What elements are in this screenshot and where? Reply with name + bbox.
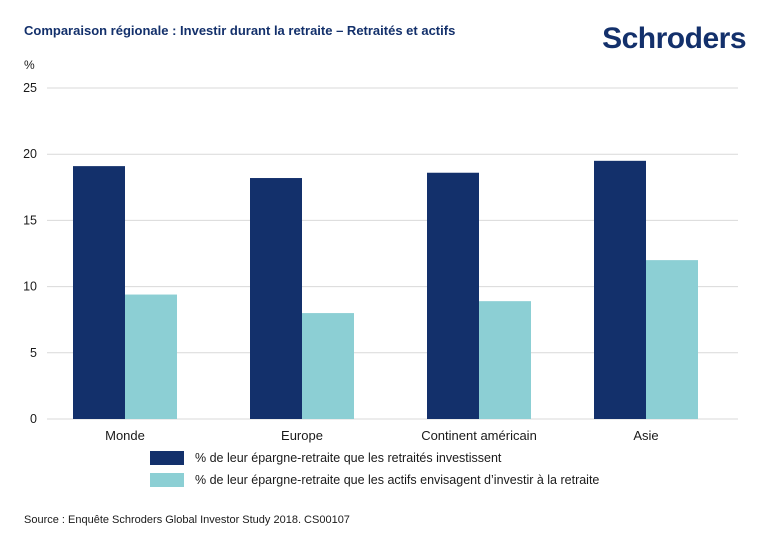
source-note: Source : Enquête Schroders Global Invest… bbox=[24, 514, 350, 526]
chart-title: Comparaison régionale : Investir durant … bbox=[24, 23, 456, 38]
bars bbox=[73, 160, 698, 419]
x-category-label: Asie bbox=[633, 428, 658, 443]
y-tick-label: 0 bbox=[30, 412, 37, 426]
bar-active bbox=[302, 313, 354, 419]
legend-item-retired: % de leur épargne-retraite que les retra… bbox=[150, 447, 599, 469]
legend: % de leur épargne-retraite que les retra… bbox=[150, 447, 599, 491]
legend-swatch-retired bbox=[150, 451, 184, 465]
y-tick-label: 15 bbox=[23, 213, 37, 227]
bar-retired bbox=[73, 166, 125, 419]
schroders-logo: Schroders bbox=[602, 22, 746, 55]
x-category-label: Continent américain bbox=[421, 428, 537, 443]
y-tick-label: 20 bbox=[23, 147, 37, 161]
y-axis-ticks: 0 5 10 15 20 25 bbox=[23, 81, 37, 426]
x-category-label: Monde bbox=[105, 428, 145, 443]
bar-active bbox=[479, 301, 531, 419]
bar-retired bbox=[594, 160, 646, 419]
legend-swatch-active bbox=[150, 473, 184, 487]
y-tick-label: 25 bbox=[23, 81, 37, 95]
bar-active bbox=[646, 260, 698, 419]
y-axis-unit-label: % bbox=[24, 58, 35, 72]
legend-label-active: % de leur épargne-retraite que les actif… bbox=[195, 473, 600, 487]
x-category-label: Europe bbox=[281, 428, 323, 443]
bar-active bbox=[125, 294, 177, 419]
bar-retired bbox=[250, 178, 302, 419]
y-tick-label: 10 bbox=[23, 280, 37, 294]
legend-item-active: % de leur épargne-retraite que les actif… bbox=[150, 469, 599, 491]
x-axis-categories: Monde Europe Continent américain Asie bbox=[105, 428, 659, 443]
bar-retired bbox=[427, 172, 479, 419]
legend-label-retired: % de leur épargne-retraite que les retra… bbox=[195, 451, 502, 465]
y-tick-label: 5 bbox=[30, 346, 37, 360]
